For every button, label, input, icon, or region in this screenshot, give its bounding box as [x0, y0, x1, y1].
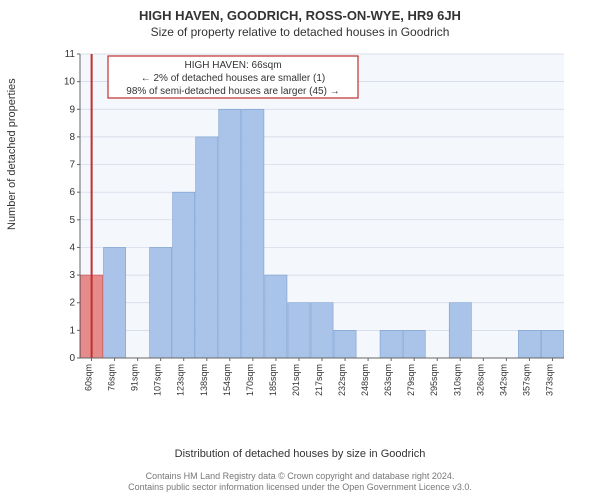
svg-text:1: 1	[69, 325, 75, 336]
bar	[173, 192, 195, 358]
x-tick-label: 123sqm	[176, 364, 186, 396]
bar	[288, 303, 310, 358]
bar	[380, 330, 402, 358]
svg-text:5: 5	[69, 215, 75, 226]
bar	[265, 275, 287, 358]
bar	[403, 330, 425, 358]
chart-svg: 0 1 2 3 4 5 6 7 8 9 10 11 60sqm 76sqm 91sqm 107sqm 123sq…	[50, 48, 570, 408]
x-tick-label: 185sqm	[268, 364, 278, 396]
svg-text:0: 0	[69, 353, 75, 364]
info-line-1: HIGH HAVEN: 66sqm	[184, 60, 281, 71]
x-tick-label: 138sqm	[199, 364, 209, 396]
bar	[219, 109, 241, 358]
x-tick-label: 326sqm	[475, 364, 485, 396]
x-tick-label: 91sqm	[130, 364, 140, 391]
x-tick-label: 279sqm	[406, 364, 416, 396]
svg-text:2: 2	[69, 298, 75, 309]
x-tick-label: 373sqm	[544, 364, 554, 396]
x-tick-label: 263sqm	[383, 364, 393, 396]
attribution-line-1: Contains HM Land Registry data © Crown c…	[146, 471, 455, 481]
x-tick-label: 232sqm	[337, 364, 347, 396]
x-tick-label: 60sqm	[84, 364, 94, 391]
bar	[541, 330, 563, 358]
bar	[334, 330, 356, 358]
x-tick-label: 170sqm	[245, 364, 255, 396]
plot-area: 0 1 2 3 4 5 6 7 8 9 10 11 60sqm 76sqm 91sqm 107sqm 123sq…	[50, 48, 570, 408]
bar	[150, 247, 172, 358]
title-sub: Size of property relative to detached ho…	[0, 23, 600, 39]
svg-text:4: 4	[69, 242, 75, 253]
x-tick-label: 295sqm	[429, 364, 439, 396]
svg-text:8: 8	[69, 132, 75, 143]
svg-text:3: 3	[69, 270, 75, 281]
x-tick-label: 310sqm	[452, 364, 462, 396]
svg-text:9: 9	[69, 104, 75, 115]
bar	[518, 330, 540, 358]
x-tick-label: 357sqm	[521, 364, 531, 396]
bar	[449, 303, 471, 358]
attribution: Contains HM Land Registry data © Crown c…	[0, 471, 600, 494]
bar	[196, 137, 218, 358]
info-line-2: ← 2% of detached houses are smaller (1)	[141, 73, 326, 84]
x-tick-label: 76sqm	[107, 364, 117, 391]
y-axis-label: Number of detached properties	[6, 78, 18, 230]
svg-text:6: 6	[69, 187, 75, 198]
x-tick-label: 201sqm	[291, 364, 301, 396]
svg-text:7: 7	[69, 160, 75, 171]
bar	[242, 109, 264, 358]
figure-container: HIGH HAVEN, GOODRICH, ROSS-ON-WYE, HR9 6…	[0, 0, 600, 500]
x-tick-label: 107sqm	[153, 364, 163, 396]
x-axis-label: Distribution of detached houses by size …	[0, 448, 600, 460]
x-tick-label: 248sqm	[360, 364, 370, 396]
x-tick-label: 154sqm	[222, 364, 232, 396]
bar	[311, 303, 333, 358]
svg-text:11: 11	[65, 49, 76, 60]
info-line-3: 98% of semi-detached houses are larger (…	[126, 86, 339, 97]
title-main: HIGH HAVEN, GOODRICH, ROSS-ON-WYE, HR9 6…	[0, 0, 600, 23]
x-tick-label: 342sqm	[498, 364, 508, 396]
bar	[104, 247, 126, 358]
x-tick-label: 217sqm	[314, 364, 324, 396]
svg-text:10: 10	[64, 77, 76, 88]
attribution-line-2: Contains public sector information licen…	[128, 482, 472, 492]
